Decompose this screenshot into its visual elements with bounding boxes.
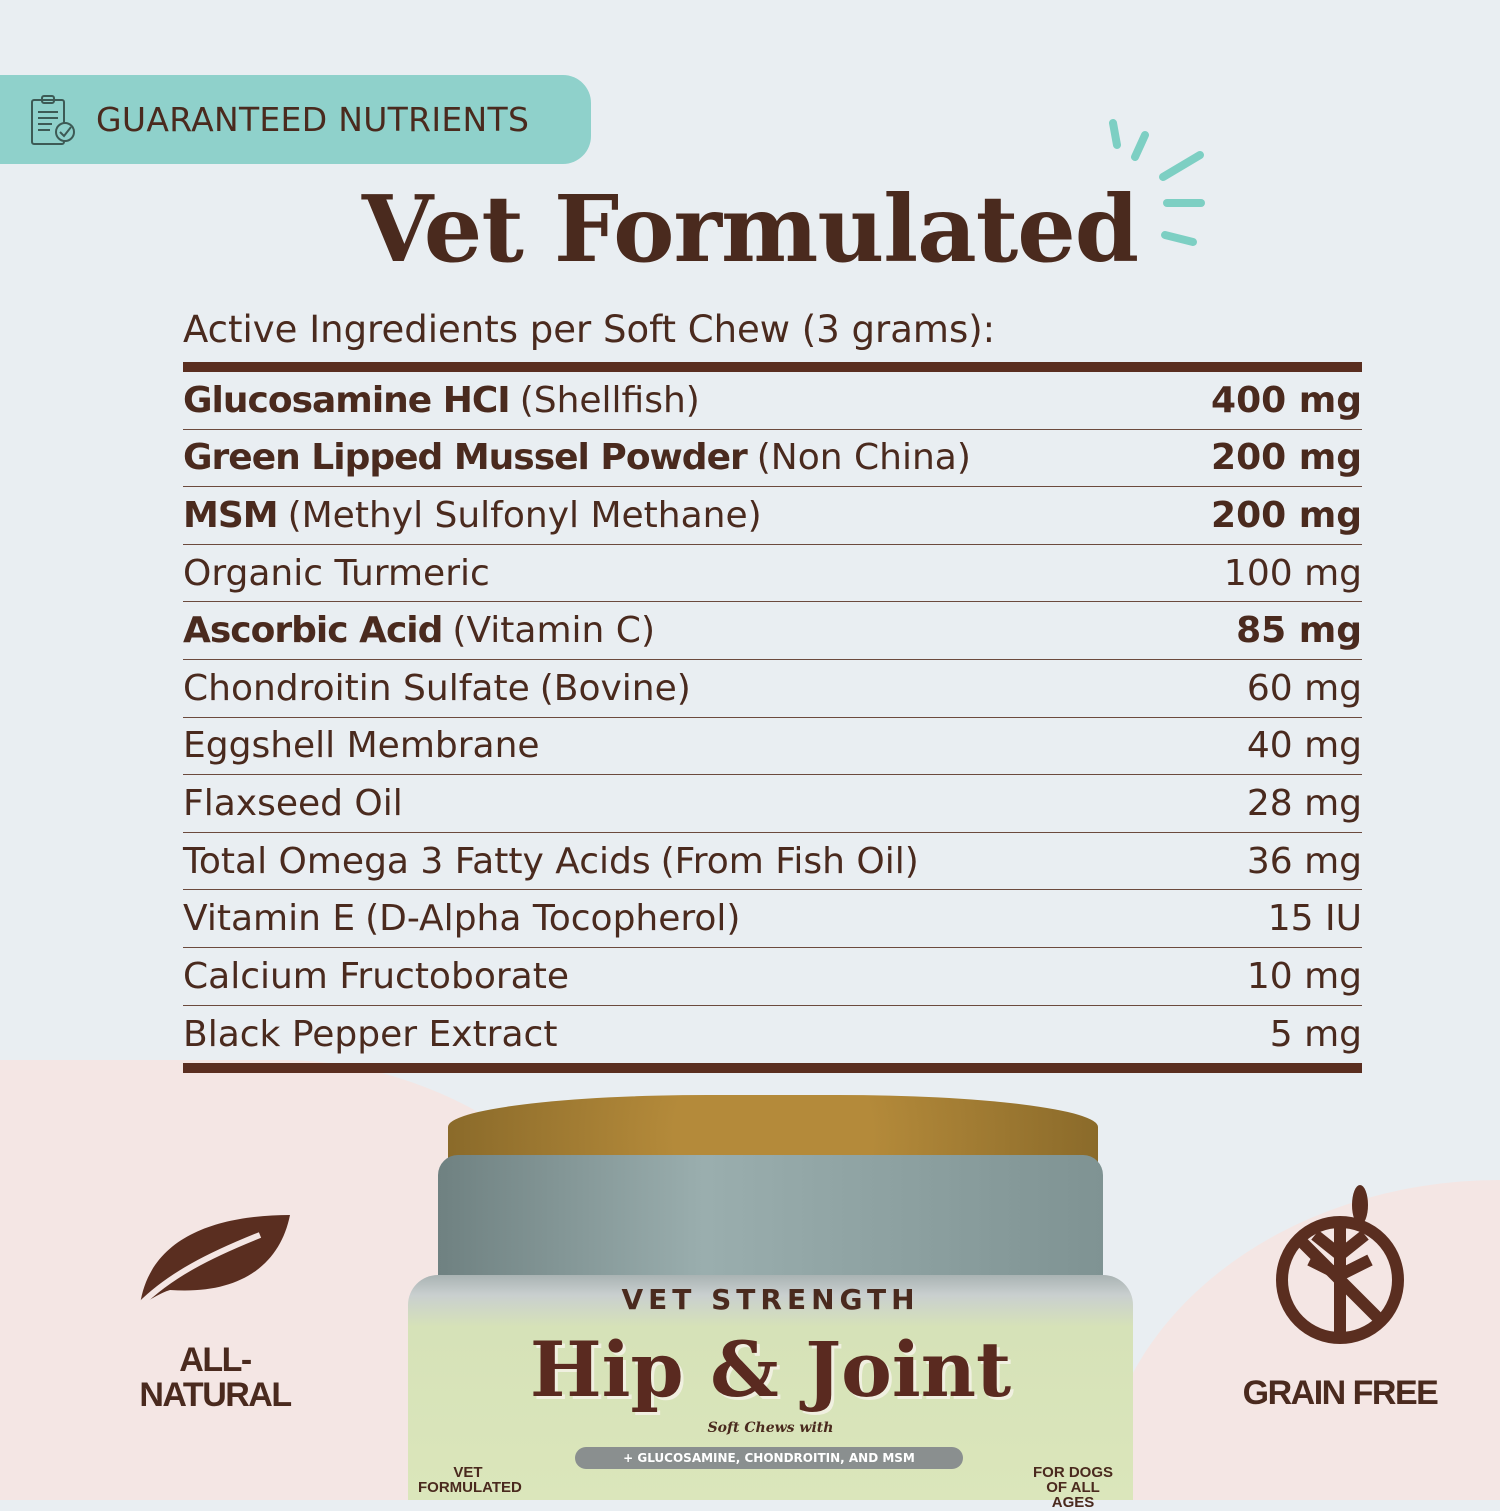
- ingredient-amount: 28 mg: [1246, 782, 1362, 824]
- ingredient-name-cell: Glucosamine HCI (Shellfish): [183, 380, 700, 421]
- ingredient-row: Green Lipped Mussel Powder (Non China) 200…: [183, 430, 1362, 488]
- ingredient-amount: 10 mg: [1246, 955, 1362, 997]
- serving-subheading: Active Ingredients per Soft Chew (3 gram…: [183, 308, 996, 351]
- ingredient-name: Black Pepper Extract: [183, 1013, 558, 1055]
- guaranteed-nutrients-badge: GUARANTEED NUTRIENTS: [0, 75, 591, 164]
- ingredient-detail: (Methyl Sulfonyl Methane): [287, 494, 762, 536]
- no-grain-icon: [1276, 1185, 1404, 1344]
- jar-ingredients-pill: + GLUCOSAMINE, CHONDROITIN, AND MSM: [575, 1447, 963, 1469]
- ingredient-amount: 60 mg: [1246, 667, 1362, 709]
- ingredient-name-cell: Vitamin E (D-Alpha Tocopherol): [183, 898, 740, 939]
- ingredient-name-cell: Black Pepper Extract: [183, 1014, 557, 1055]
- leaf-icon: [137, 1215, 290, 1308]
- all-natural-label: ALL- NATURAL: [139, 1340, 292, 1415]
- ingredient-detail: (Non China): [756, 437, 971, 479]
- ingredient-detail: (D-Alpha Tocopherol): [365, 898, 741, 940]
- clipboard-check-icon: [31, 94, 75, 145]
- jar-vet-formulated: VET FORMULATED: [418, 1464, 522, 1496]
- ingredient-detail: (From Fish Oil): [660, 840, 919, 882]
- ingredient-row: Calcium Fructoborate 10 mg: [183, 948, 1362, 1006]
- sparkle-accent-icon: [1109, 119, 1205, 246]
- ingredient-name-cell: Green Lipped Mussel Powder (Non China): [183, 437, 971, 478]
- ingredient-name: Green Lipped Mussel Powder: [183, 437, 748, 479]
- ingredient-name: Glucosamine HCI: [183, 379, 511, 421]
- ingredient-amount: 5 mg: [1269, 1013, 1362, 1055]
- ingredient-detail: (Bovine): [539, 667, 691, 709]
- ingredient-row: Flaxseed Oil 28 mg: [183, 775, 1362, 833]
- ingredient-name-cell: Total Omega 3 Fatty Acids (From Fish Oil): [183, 841, 919, 882]
- ingredient-amount: 200 mg: [1211, 494, 1362, 536]
- ingredient-detail: (Shellfish): [519, 379, 700, 421]
- ingredient-name-cell: Ascorbic Acid (Vitamin C): [183, 610, 655, 651]
- ingredient-amount: 100 mg: [1223, 552, 1362, 594]
- ingredient-name-cell: Eggshell Membrane: [183, 725, 540, 766]
- badge-label: GUARANTEED NUTRIENTS: [96, 100, 530, 139]
- ingredient-name-cell: Chondroitin Sulfate (Bovine): [183, 668, 691, 709]
- ingredient-row: MSM (Methyl Sulfonyl Methane) 200 mg: [183, 487, 1362, 545]
- ingredient-name: Total Omega 3 Fatty Acids: [183, 840, 651, 882]
- ingredient-name: Calcium Fructoborate: [183, 955, 569, 997]
- ingredient-name: Vitamin E: [183, 898, 356, 940]
- ingredient-amount: 85 mg: [1236, 610, 1362, 652]
- ingredient-name: Flaxseed Oil: [183, 782, 403, 824]
- all-natural-feature: ALL- NATURAL: [130, 1205, 300, 1414]
- ingredient-row: Total Omega 3 Fatty Acids (From Fish Oil)…: [183, 833, 1362, 891]
- ingredients-table: Glucosamine HCI (Shellfish) 400 mg Green Li…: [183, 362, 1362, 1074]
- jar-label: VET STRENGTH Hip & Joint Soft Chews with…: [408, 1275, 1133, 1510]
- grain-free-feature: GRAIN FREE: [1240, 1185, 1440, 1411]
- ingredient-name-cell: Organic Turmeric: [183, 553, 490, 594]
- grain-free-label: GRAIN FREE: [1242, 1373, 1439, 1412]
- ingredient-amount: 40 mg: [1246, 725, 1362, 767]
- ingredient-amount: 200 mg: [1211, 437, 1362, 479]
- ingredient-row: Black Pepper Extract 5 mg: [183, 1006, 1362, 1064]
- ingredient-row: Eggshell Membrane 40 mg: [183, 718, 1362, 776]
- ingredient-row: Ascorbic Acid (Vitamin C) 85 mg: [183, 602, 1362, 660]
- ingredient-amount: 36 mg: [1246, 840, 1362, 882]
- ingredient-amount: 400 mg: [1211, 379, 1362, 421]
- ingredient-detail: (Vitamin C): [452, 610, 655, 652]
- ingredient-row: Glucosamine HCI (Shellfish) 400 mg: [183, 372, 1362, 430]
- jar-vet-strength: VET STRENGTH: [621, 1283, 920, 1316]
- page-title: Vet Formulated: [361, 175, 1139, 283]
- ingredient-name: MSM: [183, 494, 279, 536]
- jar-tagline: Soft Chews with: [707, 1420, 834, 1436]
- ingredient-name: Ascorbic Acid: [183, 610, 443, 652]
- ingredient-name: Organic Turmeric: [183, 552, 490, 594]
- ingredient-row: Organic Turmeric 100 mg: [183, 545, 1362, 603]
- ingredient-name-cell: Calcium Fructoborate: [183, 956, 569, 997]
- ingredient-name-cell: Flaxseed Oil: [183, 783, 403, 824]
- ingredient-row: Chondroitin Sulfate (Bovine) 60 mg: [183, 660, 1362, 718]
- jar-product-name: Hip & Joint: [529, 1325, 1012, 1414]
- jar-for-dogs: FOR DOGS OF ALL AGES: [1032, 1464, 1113, 1511]
- ingredient-name: Eggshell Membrane: [183, 725, 540, 767]
- ingredient-amount: 15 IU: [1267, 898, 1362, 940]
- product-jar: VET STRENGTH Hip & Joint Soft Chews with…: [408, 1095, 1133, 1510]
- ingredient-row: Vitamin E (D-Alpha Tocopherol) 15 IU: [183, 890, 1362, 948]
- ingredient-name: Chondroitin Sulfate: [183, 667, 530, 709]
- ingredient-name-cell: MSM (Methyl Sulfonyl Methane): [183, 495, 762, 536]
